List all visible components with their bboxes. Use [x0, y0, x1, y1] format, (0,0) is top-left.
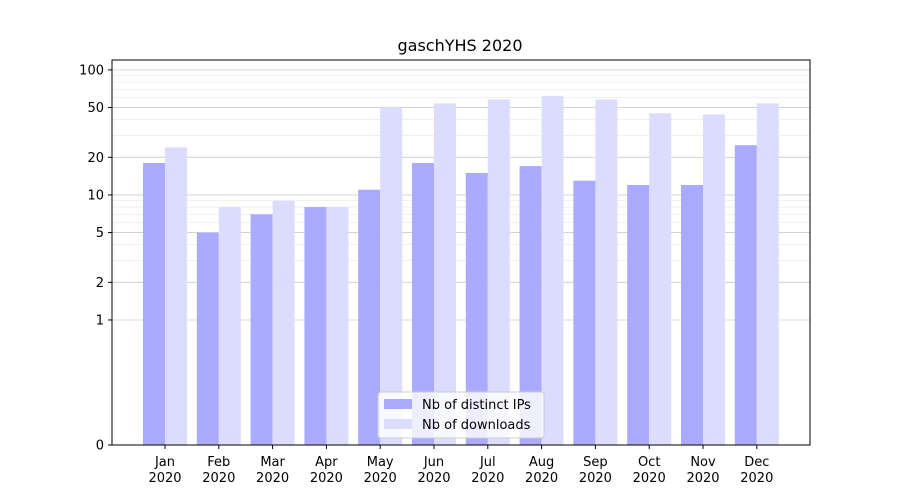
bar-downloads — [649, 113, 672, 445]
bar-distinct-ips — [196, 232, 219, 445]
bar-distinct-ips — [412, 163, 434, 445]
bar-distinct-ips — [681, 185, 703, 445]
y-tick-label: 5 — [96, 226, 104, 241]
y-tick-label: 1 — [96, 313, 104, 328]
x-tick-label-year: 2020 — [364, 471, 397, 486]
x-tick-label-month: Dec — [744, 455, 769, 470]
legend-swatch — [384, 419, 412, 429]
y-tick-label: 10 — [87, 188, 104, 203]
x-tick-label-year: 2020 — [148, 471, 181, 486]
x-tick-label-year: 2020 — [417, 471, 450, 486]
x-tick-label-year: 2020 — [740, 471, 773, 486]
x-tick-label-month: Sep — [583, 455, 608, 470]
x-tick-label-month: Jun — [423, 455, 444, 470]
bar-distinct-ips — [143, 163, 165, 445]
x-tick-label-year: 2020 — [633, 471, 666, 486]
bar-distinct-ips — [358, 189, 381, 445]
bar-distinct-ips — [519, 166, 542, 445]
x-tick-label-year: 2020 — [686, 471, 719, 486]
y-tick-label: 2 — [96, 276, 104, 291]
x-tick-label-year: 2020 — [310, 471, 343, 486]
x-tick-label-month: Feb — [207, 455, 230, 470]
legend-swatch — [384, 399, 412, 409]
legend-label: Nb of downloads — [422, 418, 531, 433]
x-tick-label-month: Oct — [638, 455, 660, 470]
bar-downloads — [703, 114, 725, 445]
y-tick-label: 50 — [87, 101, 104, 116]
axes: 0125102050100Jan2020Feb2020Mar2020Apr202… — [79, 63, 773, 486]
bar-distinct-ips — [627, 185, 650, 445]
x-tick-label-year: 2020 — [471, 471, 504, 486]
x-tick-label-month: Jan — [154, 455, 175, 470]
bar-downloads — [165, 147, 187, 446]
y-tick-label: 20 — [87, 151, 104, 166]
y-tick-label: 0 — [96, 439, 104, 454]
x-tick-label-year: 2020 — [256, 471, 289, 486]
y-tick-label: 100 — [79, 63, 104, 78]
legend-label: Nb of distinct IPs — [422, 398, 531, 413]
x-tick-label-month: Aug — [529, 455, 554, 470]
bar-downloads — [487, 99, 510, 446]
legend: Nb of distinct IPs Nb of downloads — [377, 391, 545, 439]
x-tick-label-year: 2020 — [525, 471, 558, 486]
bar-distinct-ips — [304, 207, 327, 445]
bar-downloads — [272, 200, 295, 445]
bar-downloads — [326, 207, 349, 445]
x-tick-label-year: 2020 — [202, 471, 235, 486]
bars — [143, 95, 779, 446]
bar-distinct-ips — [465, 172, 488, 445]
bar-downloads — [756, 103, 779, 446]
chart-title: gaschYHS 2020 — [398, 36, 523, 55]
x-tick-label-month: Mar — [260, 455, 285, 470]
bar-downloads — [218, 207, 241, 445]
plot-frame — [111, 59, 811, 446]
legend-box — [377, 391, 545, 439]
bar-distinct-ips — [250, 214, 273, 445]
bar-distinct-ips — [734, 145, 757, 445]
bar-distinct-ips — [573, 180, 596, 445]
x-tick-label-month: Nov — [690, 455, 716, 470]
x-tick-label-month: Apr — [315, 455, 338, 470]
x-tick-label-month: Jul — [479, 455, 496, 470]
bar-downloads — [434, 103, 456, 446]
bar-downloads — [595, 99, 618, 446]
x-tick-label-month: May — [367, 455, 394, 470]
x-tick-label-year: 2020 — [579, 471, 612, 486]
bar-downloads — [541, 95, 564, 446]
bar-downloads — [380, 107, 403, 446]
